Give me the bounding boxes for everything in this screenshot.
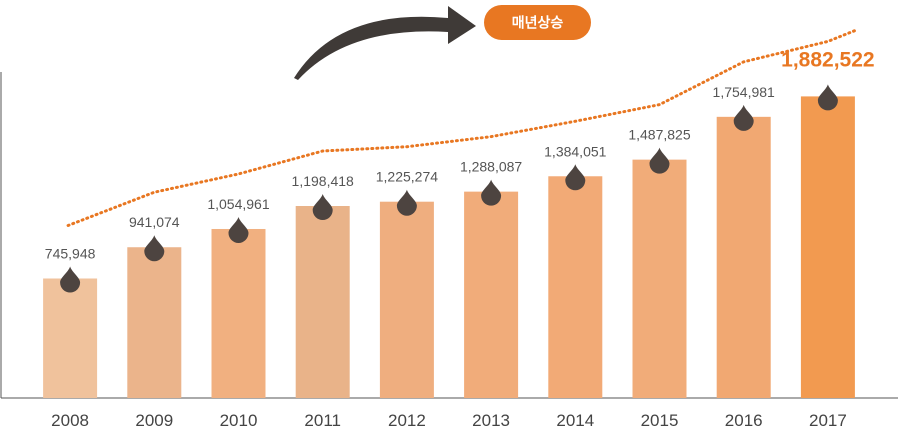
bar-2008	[43, 278, 98, 398]
rising-arrow-icon	[294, 6, 476, 80]
bars-group	[43, 96, 855, 399]
value-label-2009: 941,074	[129, 214, 180, 230]
value-label-2014: 1,384,051	[544, 143, 606, 159]
value-label-2012: 1,225,274	[376, 169, 438, 185]
bar-2010	[211, 228, 266, 398]
year-label-2011: 2011	[304, 411, 341, 429]
year-label-2017: 2017	[809, 411, 847, 429]
value-label-2008: 745,948	[45, 245, 96, 261]
bar-2016	[716, 116, 771, 398]
year-label-2012: 2012	[388, 411, 426, 429]
bar-2017	[800, 96, 855, 399]
drop-icon	[565, 164, 586, 191]
markers-group	[60, 84, 838, 293]
drop-icon	[733, 104, 754, 131]
year-label-2015: 2015	[641, 411, 679, 429]
badge-pill	[484, 5, 591, 40]
year-label-2014: 2014	[556, 411, 594, 429]
bar-2012	[379, 201, 434, 398]
value-label-2017: 1,882,522	[781, 48, 874, 71]
arrow-shape	[294, 6, 476, 80]
drop-icon	[649, 147, 670, 174]
trend-line	[66, 27, 860, 227]
drop-icon	[817, 84, 838, 111]
trend-badge: 매년상승	[484, 5, 591, 40]
value-label-2015: 1,487,825	[628, 127, 690, 143]
year-label-2013: 2013	[472, 411, 510, 429]
value-labels-group: 745,948 941,074 1,054,961 1,198,418 1,225,27…	[45, 48, 875, 261]
bar-2015	[632, 159, 687, 398]
drop-icon	[396, 189, 417, 216]
year-label-2008: 2008	[51, 411, 89, 429]
drop-icon	[144, 235, 165, 262]
year-label-2010: 2010	[220, 411, 258, 429]
bar-2009	[127, 247, 182, 398]
drop-icon	[60, 266, 81, 293]
value-label-2011: 1,198,418	[292, 173, 354, 189]
year-label-2009: 2009	[135, 411, 173, 429]
trend-group	[66, 27, 860, 227]
drop-icon	[228, 216, 249, 243]
value-label-2016: 1,754,981	[713, 84, 775, 100]
value-label-2010: 1,054,961	[207, 196, 269, 212]
bar-2013	[464, 191, 519, 398]
drop-icon	[481, 179, 502, 206]
year-label-2016: 2016	[725, 411, 763, 429]
value-label-2013: 1,288,087	[460, 159, 522, 175]
badge-label: 매년상승	[512, 16, 564, 32]
bar-2011	[295, 206, 350, 398]
bar-2014	[548, 176, 603, 398]
year-labels-group: 2008 2009 2010 2011 2012 2013 2014 2015 2016 2017	[51, 411, 847, 429]
drop-icon	[312, 194, 333, 220]
